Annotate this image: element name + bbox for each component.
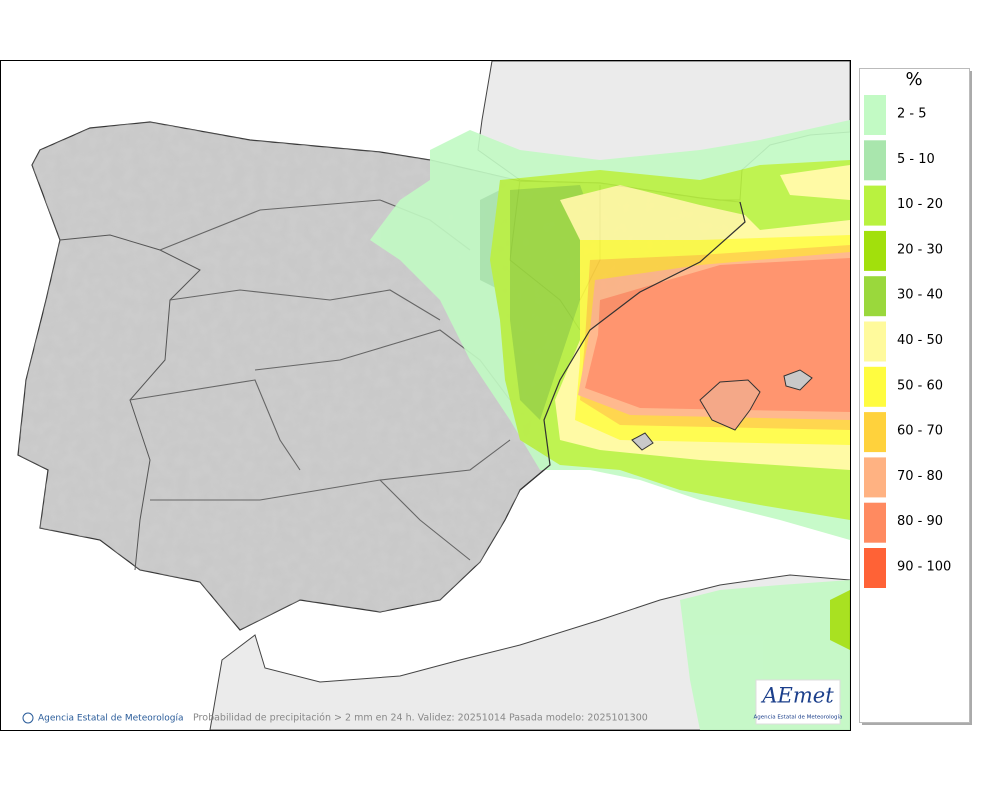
copyright-icon — [22, 712, 34, 724]
legend-swatch — [864, 276, 886, 317]
legend-swatch — [864, 185, 886, 226]
legend-swatch — [864, 548, 886, 588]
legend: % 2 - 5 5 - 10 10 - 20 20 - 30 30 - 40 40 - 5… — [859, 68, 972, 725]
legend-label: 5 - 10 — [897, 152, 935, 167]
mallorca — [699, 379, 761, 431]
menorca — [783, 369, 813, 391]
legend-title: % — [905, 69, 922, 90]
map-area — [1, 61, 850, 730]
legend-label: 2 - 5 — [897, 107, 927, 122]
legend-swatch — [864, 366, 886, 407]
legend-label: 60 - 70 — [897, 424, 943, 439]
legend-swatch — [864, 412, 886, 453]
logo-box — [755, 679, 841, 725]
logo-subtitle: Agencia Estatal de Meteorología — [754, 714, 843, 721]
balearic-islands — [631, 369, 813, 451]
legend-label: 30 - 40 — [897, 288, 943, 303]
legend-label: 80 - 90 — [897, 514, 943, 529]
logo: AEmet Agencia Estatal de Meteorología — [754, 679, 843, 725]
probability-area — [830, 590, 850, 650]
legend-label: 90 - 100 — [897, 560, 951, 575]
legend-swatch — [864, 502, 886, 543]
legend-label: 20 - 30 — [897, 242, 943, 257]
legend-label: 70 - 80 — [897, 469, 943, 484]
footer: Agencia Estatal de Meteorología Probabil… — [22, 712, 648, 724]
legend-label: 40 - 50 — [897, 333, 943, 348]
probability-area — [585, 258, 850, 412]
legend-swatch — [864, 321, 886, 362]
legend-swatch — [864, 140, 886, 181]
credit: Agencia Estatal de Meteorología — [38, 714, 184, 724]
legend-swatch — [864, 230, 886, 271]
coastline-overlay — [519, 201, 746, 491]
legend-label: 50 - 60 — [897, 378, 943, 393]
legend-label: 10 - 20 — [897, 197, 943, 212]
legend-swatch — [864, 457, 886, 498]
map-frame — [0, 60, 851, 731]
probability-area — [780, 165, 850, 200]
logo-text: AEmet — [760, 684, 834, 708]
caption: Probabilidad de precipitación > 2 mm en … — [193, 713, 648, 724]
legend-swatch — [864, 95, 886, 135]
ibiza — [631, 432, 654, 451]
portugal-border — [59, 234, 201, 571]
probability-area — [510, 185, 600, 420]
